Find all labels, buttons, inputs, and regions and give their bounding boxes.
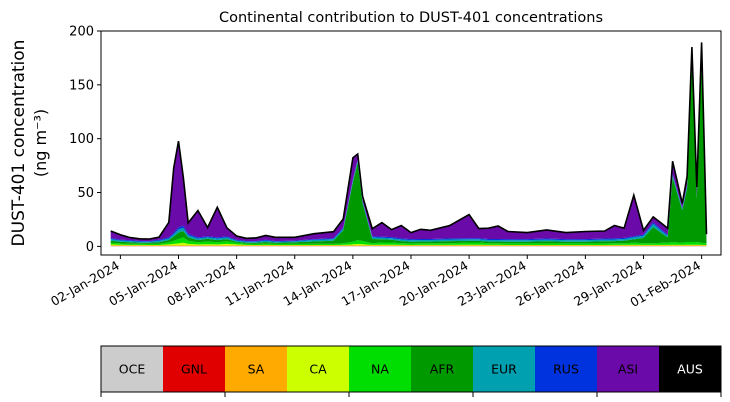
y-tick-label: 100 [69,132,94,147]
y-tick-label: 150 [69,78,94,93]
legend-swatch-asi [597,346,660,392]
legend-label-eur: EUR [491,362,517,377]
y-tick-label: 200 [69,25,94,40]
y-tick-label: 0 [86,240,94,255]
legend-swatch-ca [287,346,350,392]
legend-frame [100,345,722,393]
legend-label-afr: AFR [430,362,455,377]
area-asi [110,42,707,242]
legend-label-na: NA [371,362,389,377]
total-concentration-line [110,42,708,240]
stacked-areas [110,42,707,247]
chart-title: Continental contribution to DUST-401 con… [219,10,603,26]
legend-label-sa: SA [248,362,265,377]
legend-swatch-eur [473,346,536,392]
area-ca [110,242,707,246]
legend-label-rus: RUS [553,362,579,377]
y-tick-label: 50 [77,186,94,201]
legend-label-oce: OCE [119,362,146,377]
legend-swatch-gnl [163,346,226,392]
legend-swatch-oce [101,346,164,392]
y-axis: 0 50 100 150 200 [69,25,101,255]
legend-swatch-aus [659,346,722,392]
area-na [110,237,707,245]
legend-label-ca: CA [309,362,327,377]
legend-label-asi: ASI [618,362,638,377]
legend-swatch-afr [411,346,474,392]
legend-swatch-sa [225,346,288,392]
y-axis-label-line1: DUST-401 concentration [9,40,29,247]
legend-label-aus: AUS [677,362,703,377]
y-axis-label-line2: (ng m⁻³) [31,109,50,177]
legend-label-gnl: GNL [181,362,207,377]
x-axis: 02-Jan-202405-Jan-202408-Jan-202411-Jan-… [48,255,703,310]
legend-swatch-na [349,346,412,392]
legend-swatch-rus [535,346,598,392]
area-aus [110,42,707,240]
legend-colorbar: OCE GNL SA CA NA AFR EUR RUS ASI AUS [100,345,722,397]
